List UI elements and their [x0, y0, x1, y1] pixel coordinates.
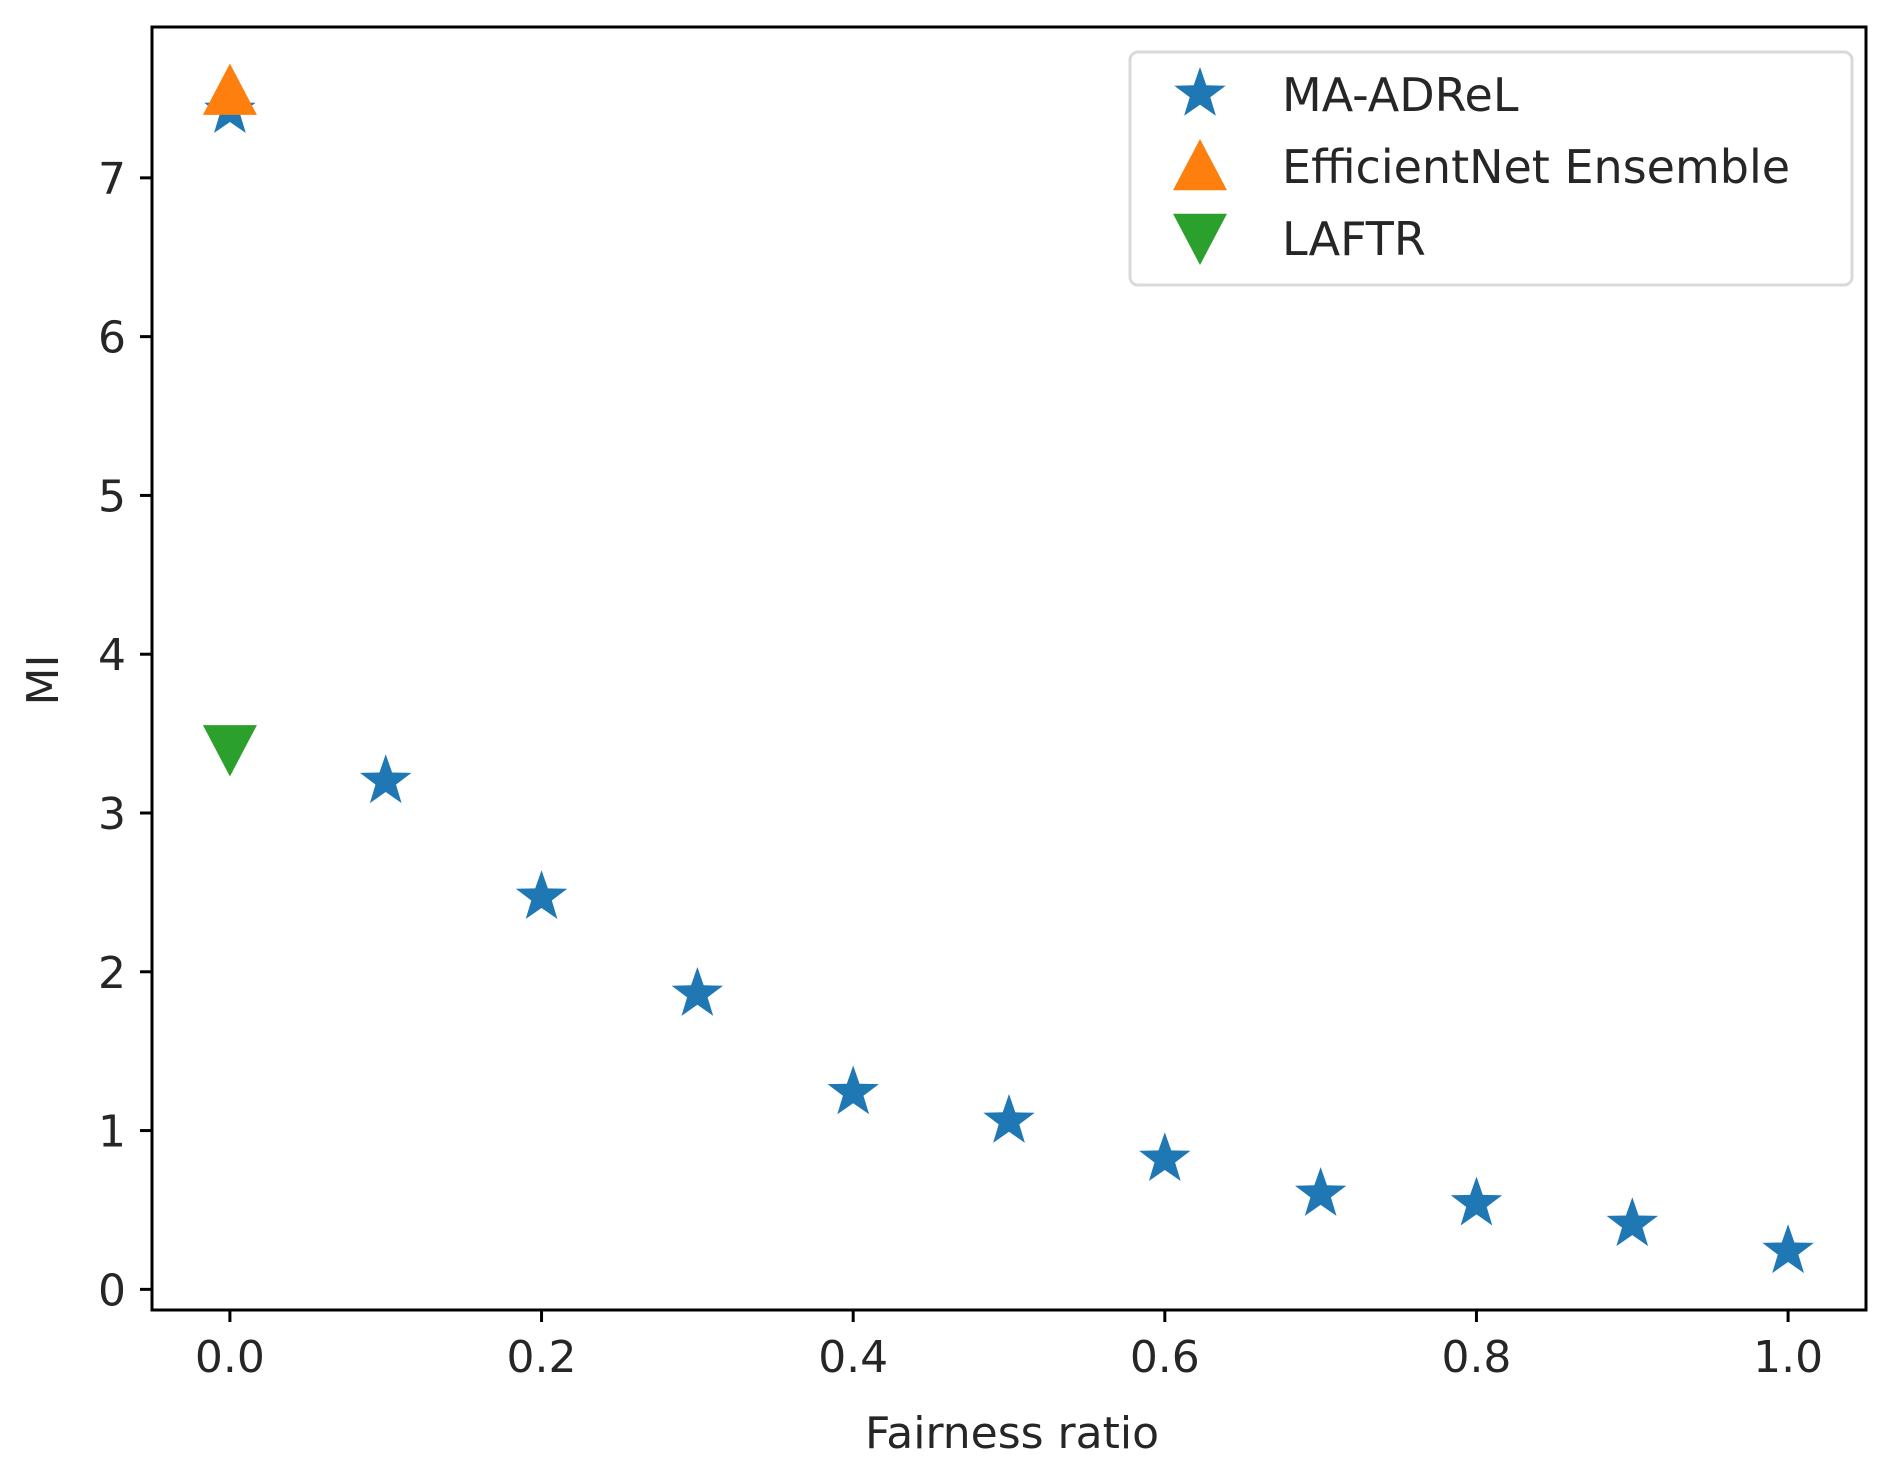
y-tick-label: 4: [98, 630, 126, 681]
x-tick-label: 0.2: [507, 1332, 577, 1383]
ma-adrel-point: [1295, 1167, 1347, 1216]
laftr-point: [202, 725, 257, 777]
x-axis-label: Fairness ratio: [865, 1408, 1159, 1459]
ma-adrel-point: [1606, 1197, 1658, 1247]
legend-marker: [1173, 213, 1227, 265]
ma-adrel-point: [360, 754, 412, 804]
legend-label: EfficientNet Ensemble: [1282, 140, 1790, 194]
plot-area: [150, 25, 1868, 1312]
plot-border: [150, 25, 1868, 1312]
y-tick-label: 3: [98, 789, 126, 840]
y-tick-label: 1: [98, 1107, 126, 1158]
data-markers: [202, 63, 1814, 1274]
x-tick-label: 0.0: [195, 1332, 265, 1383]
y-tick-label: 0: [98, 1265, 126, 1316]
legend-marker: [1173, 139, 1227, 191]
legend-box: [1128, 50, 1854, 287]
y-tick-label: 2: [98, 948, 126, 999]
ma-adrel-point: [1450, 1176, 1503, 1226]
x-axis: 0.0 0.2 0.4 0.6 0.8 1.0: [195, 1310, 1823, 1383]
ma-adrel-point: [983, 1094, 1035, 1143]
x-tick-label: 0.4: [818, 1332, 888, 1383]
x-tick-label: 1.0: [1753, 1332, 1823, 1383]
legend: MA-ADReL EfficientNet Ensemble LAFTR: [1128, 50, 1854, 287]
y-axis-label: MI: [18, 655, 69, 706]
ma-adrel-point: [827, 1065, 879, 1115]
legend-label: MA-ADReL: [1282, 68, 1519, 122]
y-tick-label: 5: [98, 471, 126, 522]
ma-adrel-point: [515, 870, 568, 919]
y-tick-label: 7: [98, 154, 126, 205]
x-tick-label: 0.6: [1130, 1332, 1200, 1383]
ma-adrel-point: [671, 967, 723, 1016]
efficientnet-ensemble-point: [202, 63, 257, 115]
ma-adrel-point: [1762, 1224, 1814, 1274]
ma-adrel-point: [1139, 1132, 1191, 1181]
legend-marker: [1174, 67, 1226, 116]
y-axis: 0 1 2 3 4 5 6 7: [98, 154, 152, 1316]
y-tick-label: 6: [98, 313, 126, 364]
legend-label: LAFTR: [1282, 212, 1426, 266]
x-tick-label: 0.8: [1441, 1332, 1511, 1383]
